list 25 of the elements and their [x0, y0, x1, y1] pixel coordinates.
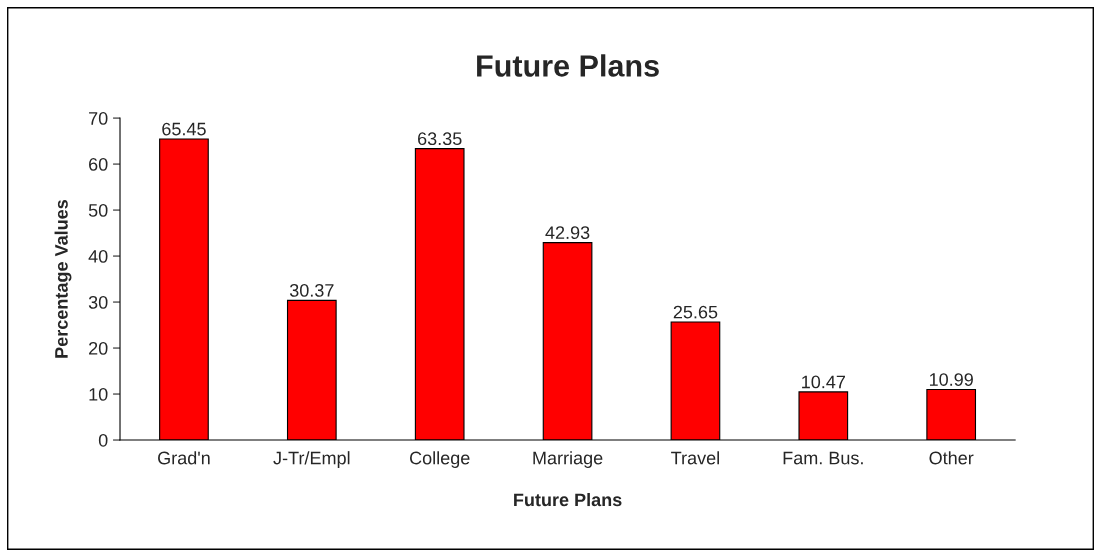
- data-label: 25.65: [673, 305, 718, 319]
- y-tick-label: 0: [98, 433, 108, 447]
- y-tick-label: 20: [89, 341, 108, 355]
- x-tick-label: Travel: [671, 451, 719, 465]
- x-tick-label: Other: [929, 451, 974, 465]
- x-tick-label: College: [410, 451, 470, 468]
- y-tick-label: 10: [89, 387, 108, 401]
- data-label: 65.45: [162, 122, 206, 136]
- y-axis-title: Percentage Values: [54, 200, 72, 358]
- data-label: 10.47: [802, 375, 845, 389]
- y-tick-label: 40: [88, 250, 108, 263]
- y-tick-label: 70: [89, 112, 108, 125]
- x-tick-label: Fam. Bus.: [783, 451, 863, 465]
- data-label: 30.37: [289, 284, 334, 297]
- data-label: 63.35: [418, 132, 462, 146]
- x-tick-label: J-Tr/Empl: [273, 451, 350, 468]
- y-tick-label: 60: [89, 158, 108, 171]
- x-axis-title: Future Plans: [514, 492, 622, 507]
- data-label: 42.93: [545, 226, 590, 240]
- x-tick-label: Grad'n: [158, 451, 210, 465]
- y-tick-label: 50: [88, 204, 108, 217]
- x-tick-label: Marriage: [533, 451, 603, 468]
- data-label: 10.99: [929, 373, 973, 386]
- y-tick-label: 30: [88, 295, 108, 309]
- chart-title: Future Plans: [477, 54, 659, 77]
